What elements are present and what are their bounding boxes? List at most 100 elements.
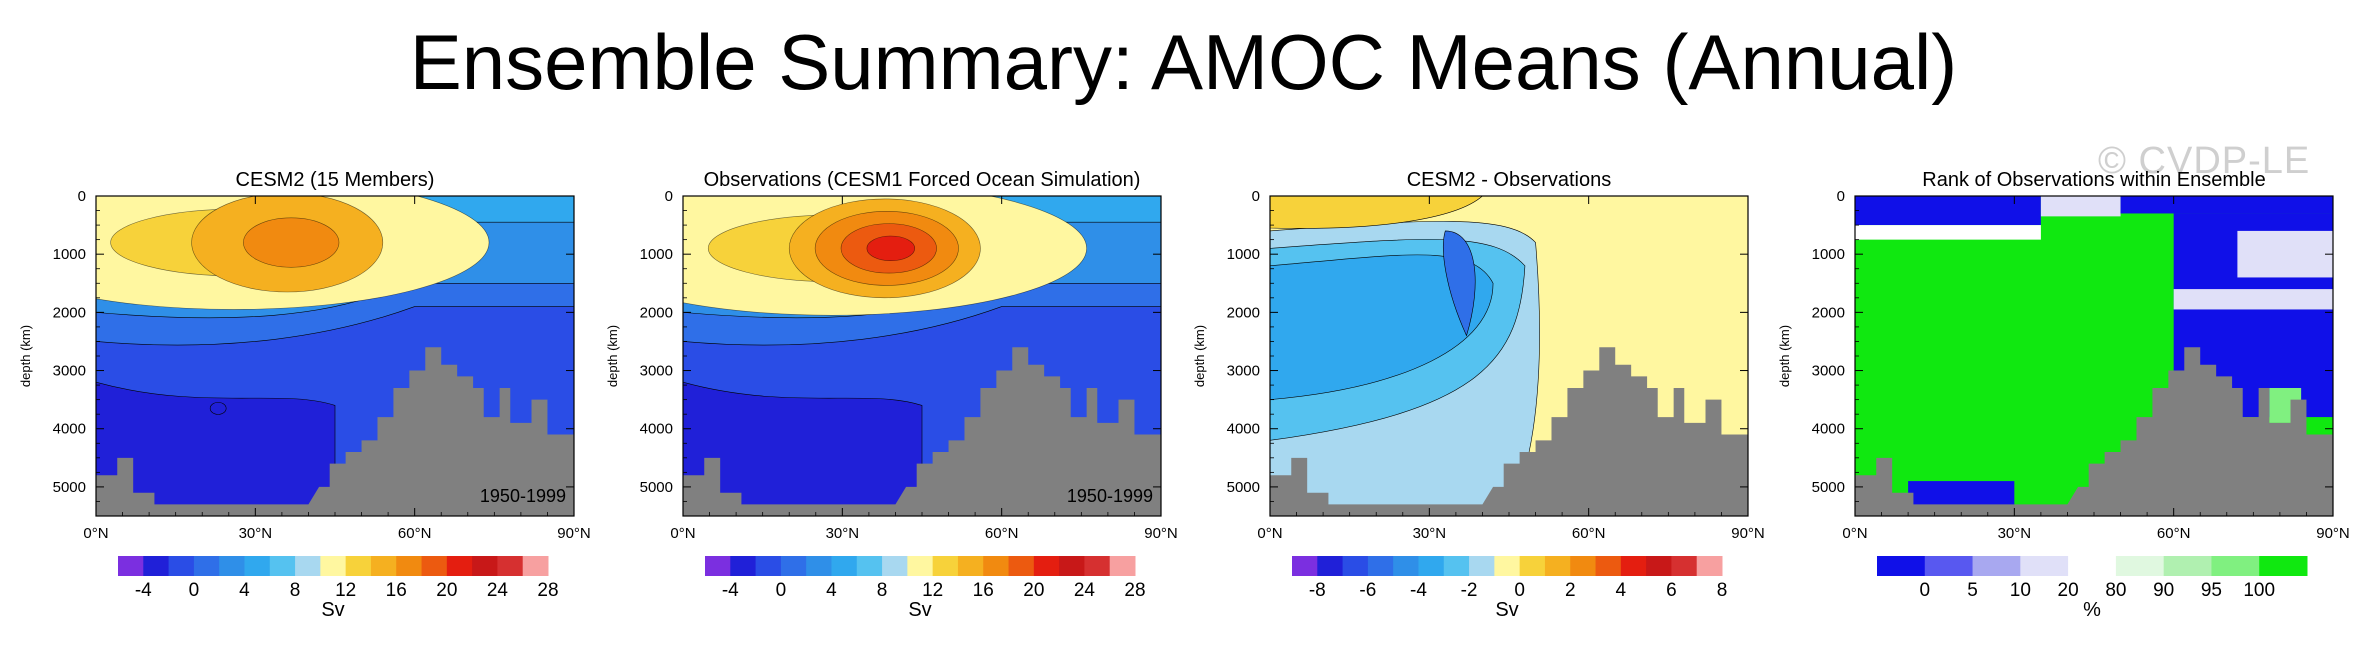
colorbar-swatch — [421, 556, 448, 576]
colorbar-label: 0 — [776, 580, 787, 601]
colorbar-swatch — [1059, 556, 1085, 576]
colorbar-label: -4 — [722, 580, 739, 601]
ytick-label: 2000 — [53, 304, 86, 321]
ytick-label: 1000 — [640, 246, 673, 263]
colorbar-label: 16 — [973, 580, 994, 601]
colorbar-swatch — [957, 556, 984, 576]
colorbar-unit: Sv — [908, 599, 931, 621]
colorbar-label: 8 — [1717, 580, 1728, 601]
colorbar-swatch — [1418, 556, 1445, 576]
watermark: © CVDP-LE — [2098, 140, 2311, 182]
colorbar-label: 24 — [487, 580, 509, 601]
ytick-label: 4000 — [1227, 421, 1260, 438]
panel-title: CESM2 - Observations — [1407, 169, 1612, 191]
bathymetry — [1270, 347, 1748, 516]
colorbar-label: 8 — [290, 580, 301, 601]
colorbar-label: 4 — [1616, 580, 1627, 601]
colorbar-label: 0 — [189, 580, 200, 601]
colorbar-swatch — [1924, 556, 1974, 576]
colorbar-swatch — [882, 556, 908, 576]
plot-area — [1270, 196, 1748, 516]
colorbar-swatch — [856, 556, 883, 576]
core-contour-3 — [866, 235, 915, 262]
ytick-label: 0 — [665, 188, 673, 205]
colorbar-swatch — [370, 556, 397, 576]
colorbar-swatch — [244, 556, 271, 576]
colorbar-label: 10 — [2010, 580, 2031, 601]
colorbar-label: 20 — [1023, 580, 1044, 601]
colorbar-label: 20 — [436, 580, 457, 601]
ytick-label: 3000 — [53, 363, 86, 380]
ytick-label: 2000 — [1812, 304, 1845, 321]
colorbar-label: 6 — [1666, 580, 1677, 601]
plot-area — [683, 196, 1161, 516]
xtick-label: 0°N — [670, 525, 695, 542]
colorbar-swatch — [118, 556, 144, 576]
colorbar-label: 8 — [877, 580, 888, 601]
colorbar-unit: Sv — [321, 599, 344, 621]
period-label: 1950-1999 — [1067, 486, 1153, 506]
colorbar-swatch — [1877, 556, 1926, 576]
rank-top-right — [2120, 196, 2333, 214]
bathymetry — [683, 347, 1161, 516]
colorbar-swatch — [2020, 556, 2069, 576]
colorbar-swatch — [932, 556, 959, 576]
ytick-label: 0 — [1252, 188, 1260, 205]
colorbar: 0 5 10 20 80 90 95 100% — [1877, 556, 2308, 621]
colorbar-label: 2 — [1565, 580, 1576, 601]
colorbar-swatch — [1292, 556, 1318, 576]
colorbar-swatch — [1084, 556, 1111, 576]
y-axis-label: depth (km) — [18, 325, 33, 387]
panel-1: 0 1000 2000 3000 4000 5000 0°N 30°N 60°N 90°N CESM… — [18, 169, 591, 621]
plot-area — [1855, 196, 2333, 516]
y-axis-label: depth (km) — [605, 325, 620, 387]
y-axis-label: depth (km) — [1777, 325, 1792, 387]
ytick-label: 4000 — [1812, 421, 1845, 438]
colorbar-swatch — [907, 556, 934, 576]
colorbar-label: 0 — [1919, 580, 1930, 601]
colorbar: -4 0 4 8 12 16 20 24 28 Sv — [118, 556, 559, 621]
colorbar-swatch — [831, 556, 858, 576]
panel-title: CESM2 (15 Members) — [236, 169, 435, 191]
plot-area — [96, 196, 574, 516]
colorbar-swatch — [1972, 556, 2021, 576]
colorbar-label: -4 — [1410, 580, 1427, 601]
colorbar-swatch — [1544, 556, 1571, 576]
colorbar-swatch — [1570, 556, 1597, 576]
colorbar-swatch — [2211, 556, 2260, 576]
colorbar-swatch — [522, 556, 549, 576]
colorbar-swatch — [1494, 556, 1521, 576]
rank-right-mid — [2237, 230, 2333, 278]
colorbar-unit: % — [2083, 599, 2101, 621]
colorbar-label: -2 — [1461, 580, 1478, 601]
colorbar-swatch — [2068, 556, 2117, 576]
colorbar-label: 4 — [826, 580, 837, 601]
xtick-label: 0°N — [1842, 525, 1867, 542]
colorbar-label: 24 — [1074, 580, 1096, 601]
ytick-label: 1000 — [1227, 246, 1260, 263]
colorbar-label: 12 — [335, 580, 356, 601]
colorbar-swatch — [983, 556, 1010, 576]
colorbar-swatch — [705, 556, 731, 576]
diff-band-neg-3 — [1270, 254, 1494, 400]
abyssal-cell — [96, 381, 336, 516]
ytick-label: 2000 — [1227, 304, 1260, 321]
colorbar-label: 28 — [1124, 580, 1145, 601]
ytick-label: 0 — [1837, 188, 1845, 205]
colorbar-label: 20 — [2058, 580, 2079, 601]
rank-top-low — [1855, 196, 2041, 226]
ytick-label: 4000 — [640, 421, 673, 438]
colorbar-label: -6 — [1359, 580, 1376, 601]
colorbar-swatch — [2259, 556, 2308, 576]
ytick-label: 3000 — [1812, 363, 1845, 380]
colorbar-swatch — [1519, 556, 1546, 576]
colorbar-label: 90 — [2153, 580, 2174, 601]
colorbar-swatch — [396, 556, 423, 576]
ytick-label: 5000 — [640, 479, 673, 496]
panel-2: 0 1000 2000 3000 4000 5000 0°N 30°N 60°N 90°N Obse… — [605, 169, 1178, 621]
xtick-label: 60°N — [2157, 525, 2191, 542]
colorbar-swatch — [497, 556, 524, 576]
colorbar-swatch — [1109, 556, 1136, 576]
colorbar-swatch — [345, 556, 372, 576]
rank-right-band — [2173, 289, 2333, 310]
